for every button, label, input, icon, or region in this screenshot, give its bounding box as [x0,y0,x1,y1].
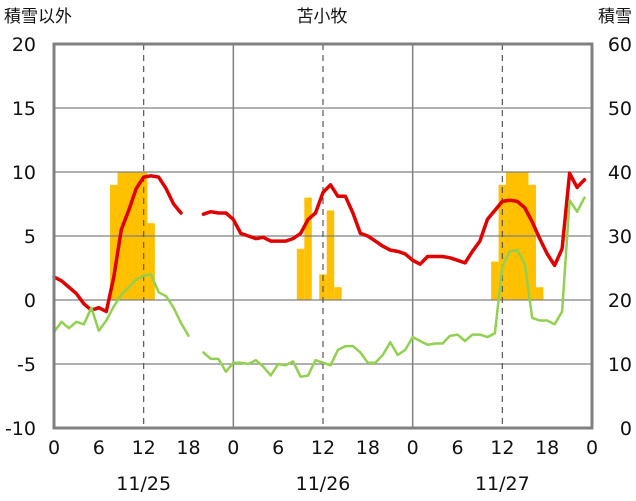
date-label: 11/27 [475,473,530,495]
hour-tick-label: 6 [272,437,284,459]
left-tick-label: 5 [24,226,36,248]
hour-tick-label: 12 [311,437,335,459]
left-tick-label: -5 [17,354,36,376]
hour-tick-label: 0 [407,437,419,459]
hour-tick-label: 12 [490,437,514,459]
hour-tick-label: 12 [132,437,156,459]
snow-bar [296,248,305,300]
chart-title: 苫小牧 [297,7,348,27]
snow-bar [491,261,499,300]
right-tick-label: 10 [608,354,632,376]
left-axis-label: 積雪以外 [4,7,72,27]
hour-tick-label: 18 [535,437,559,459]
left-tick-labels: 20 15 10 5 0 -5 -10 [5,34,36,440]
date-labels: 11/25 11/26 11/27 [116,473,529,495]
snow-bar [304,197,312,300]
right-tick-label: 20 [608,290,632,312]
hour-tick-labels: 0 6 12 18 0 6 12 18 0 6 12 18 0 [48,437,598,459]
right-tick-labels: 60 50 40 30 20 10 0 [608,34,632,440]
snow-bar [326,210,335,300]
left-tick-label: -10 [5,418,36,440]
right-tick-label: 0 [620,418,632,440]
snow-bar [147,223,155,300]
right-tick-label: 50 [608,98,632,120]
right-tick-label: 60 [608,34,632,56]
date-label: 11/25 [116,473,171,495]
date-label: 11/26 [296,473,351,495]
snow-bar [535,287,544,300]
green-series-line [202,196,586,379]
hour-tick-label: 6 [451,437,463,459]
red-series-line [201,171,587,268]
snow-bar [334,287,342,300]
plot-frame [52,42,594,430]
left-tick-label: 10 [12,162,36,184]
hour-tick-label: 0 [48,437,60,459]
hour-tick-label: 18 [356,437,380,459]
hour-tick-label: 6 [93,437,105,459]
hour-tick-label: 18 [176,437,200,459]
hour-tick-label: 0 [586,437,598,459]
green-series-line [52,273,190,338]
snow-bar [528,184,536,300]
right-axis-label: 積雪 [598,7,632,27]
left-tick-label: 20 [12,34,36,56]
grid-lines [54,44,592,428]
red-series-line [52,174,183,314]
right-tick-label: 30 [608,226,632,248]
snow-bar [110,184,118,300]
hour-tick-label: 0 [227,437,239,459]
right-tick-label: 40 [608,162,632,184]
left-tick-label: 0 [24,290,36,312]
left-tick-label: 15 [12,98,36,120]
